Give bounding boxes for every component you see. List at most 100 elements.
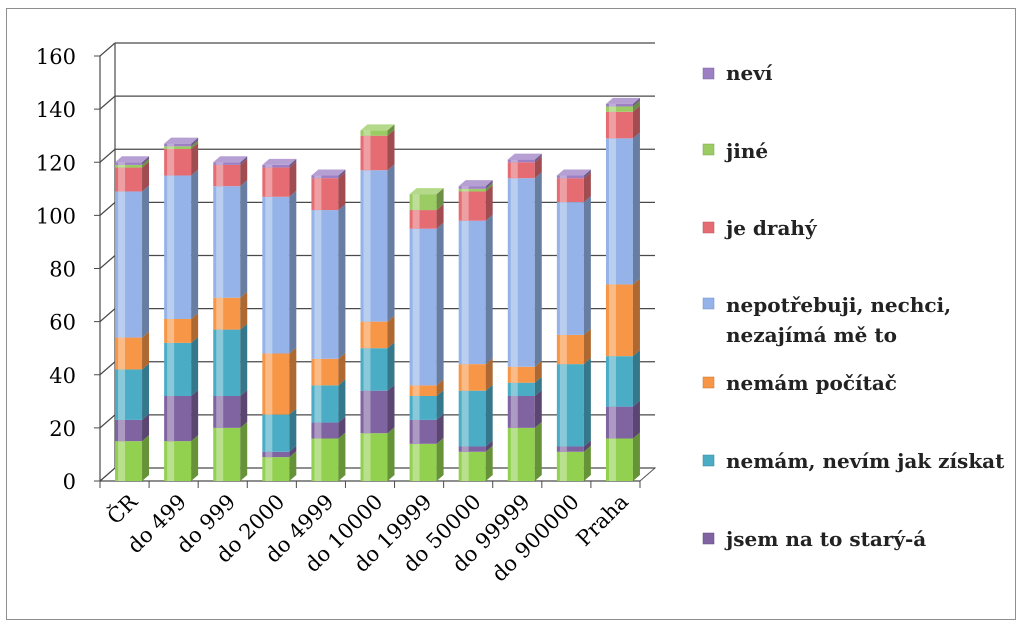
bar-segment-highlight (608, 284, 616, 357)
grid-wall-line (99, 361, 116, 376)
bar-segment-side (387, 315, 395, 349)
bar-segment-side (240, 180, 248, 298)
bar-segment (605, 103, 633, 107)
bar-segment-highlight (559, 178, 567, 203)
bar-segment-highlight (314, 175, 322, 179)
bar-segment-highlight (265, 196, 273, 354)
bar-segment (360, 130, 388, 136)
bar-segment-side (436, 390, 444, 420)
bar-segment-highlight (608, 438, 616, 481)
bar-segment-side (436, 222, 444, 386)
bar-segment (409, 385, 437, 396)
bar-segment-side (632, 432, 640, 481)
bar-segment-side (583, 328, 591, 365)
bar-segment-highlight (216, 396, 224, 428)
bar-segment-side (289, 408, 297, 452)
bar-segment-highlight (510, 159, 518, 163)
bar-segment-side (289, 451, 297, 481)
bar-segment-highlight (363, 348, 371, 391)
bar-segment-side (240, 390, 248, 428)
legend-label-nepotrebuji-line1: nepotřebuji, nechci, (726, 293, 951, 317)
bar-segment-highlight (265, 457, 273, 481)
bar-segment-side (534, 421, 542, 481)
bar-stack (262, 158, 297, 481)
bar-top (360, 124, 395, 131)
bar-segment-side (191, 390, 199, 442)
grid-wall-line (99, 308, 116, 323)
bar-segment-side (485, 384, 493, 447)
bar-segment-side (191, 435, 199, 481)
bar-segment-highlight (314, 385, 322, 423)
bar-segment-highlight (167, 143, 175, 147)
grid-wall-line (99, 201, 116, 216)
bar-segment (458, 446, 486, 452)
bar-segment-highlight (265, 164, 273, 168)
bar-segment-side (338, 204, 346, 359)
bar-segment-side (338, 172, 346, 211)
bar-segment-highlight (363, 170, 371, 322)
bar-segment (458, 186, 486, 189)
bar-segment-highlight (461, 188, 469, 192)
legend-swatch-nepotrebuji (702, 297, 715, 310)
bar-segment-side (338, 416, 346, 439)
bar-segment-side (534, 153, 542, 163)
bar-stack (409, 188, 444, 481)
bar-segment-highlight (608, 138, 616, 285)
bar-segment-highlight (118, 419, 126, 442)
bar-segment-side (387, 427, 395, 481)
bar-segment-highlight (461, 220, 469, 365)
grid-wall-line (99, 467, 116, 482)
bar-segment-side (632, 132, 640, 285)
bar-segment-highlight (167, 175, 175, 319)
bar-segment-highlight (118, 441, 126, 481)
bar-segment-highlight (216, 186, 224, 298)
grid-wall-line (99, 42, 116, 57)
bar-stack (360, 124, 395, 481)
bar-segment-side (289, 190, 297, 354)
bar-segment-highlight (118, 191, 126, 338)
bar-segment (507, 159, 535, 163)
bar-segment-highlight (216, 162, 224, 165)
bar-segment-side (485, 358, 493, 391)
bar-segment-highlight (412, 443, 420, 481)
bar-segment-highlight (167, 148, 175, 176)
grid-wall-line (99, 414, 116, 429)
bar-segment-side (240, 158, 248, 187)
bar-segment (605, 106, 633, 112)
bar-segment-highlight (118, 167, 126, 192)
bar-top (556, 169, 591, 176)
bar-segment-side (289, 161, 297, 197)
bar-segment-side (583, 358, 591, 447)
bar-segment-highlight (608, 406, 616, 439)
legend-label-nevi: neví (726, 61, 773, 85)
bar-segment-side (240, 291, 248, 330)
bar-segment-highlight (608, 106, 616, 112)
bar-segment-side (436, 204, 444, 229)
bar-segment-highlight (167, 146, 175, 149)
bar-segment-side (485, 440, 493, 452)
bar-segment-highlight (167, 318, 175, 343)
bar-segment-side (191, 142, 199, 176)
bar-segment-side (240, 421, 248, 481)
bar-stack (115, 156, 150, 481)
bar-segment-highlight (559, 364, 567, 447)
bar-segment-side (338, 379, 346, 423)
bar-segment-side (632, 278, 640, 357)
bar-segment-highlight (412, 396, 420, 420)
grid-wall-line (99, 255, 116, 269)
bar-top (507, 153, 542, 160)
bar-segment-side (387, 129, 395, 171)
bar-segment-side (583, 440, 591, 452)
bar-segment-highlight (265, 167, 273, 197)
bar-segment-side (583, 169, 591, 179)
bar-segment-highlight (461, 451, 469, 481)
bar-segment-side (387, 164, 395, 322)
bar-segment-highlight (363, 390, 371, 434)
legend-label-nepotrebuji-line2: nezajímá mě to (726, 323, 897, 347)
bar-segment-side (191, 312, 199, 343)
bar-segment-highlight (559, 202, 567, 335)
bar-segment-side (485, 185, 493, 221)
bar-segment-side (191, 140, 199, 149)
bar-stack (556, 169, 591, 481)
x-tick-label: Praha (572, 490, 633, 551)
